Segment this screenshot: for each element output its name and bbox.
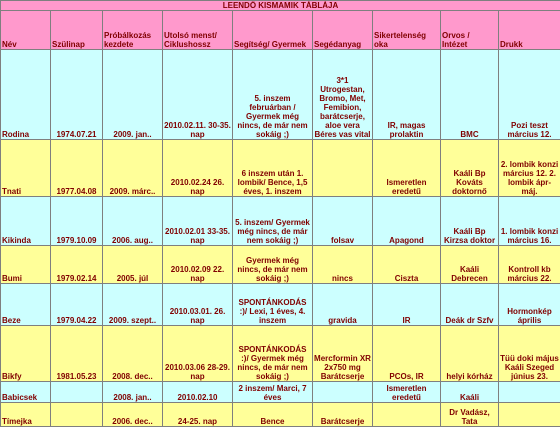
cell-segitseg: 6 inszem után 1. lombik/ Bence, 1,5 éves… bbox=[232, 139, 313, 198]
cell-orvos: Kaáli Bp Kirzsa doktor bbox=[440, 196, 499, 246]
cell-nev: Babicsek bbox=[0, 380, 51, 403]
table-row: Beze 1979.04.22 2009. szept.. 2010.03.01… bbox=[0, 282, 560, 326]
cell-probalkozas: 2009. márc.. bbox=[102, 139, 163, 198]
cell-nev: Rodina bbox=[0, 48, 51, 141]
cell-nev: Bikfy bbox=[0, 324, 51, 382]
col-header-segitseg: Segítség/ Gyermek bbox=[232, 10, 313, 50]
cell-menst: 2010.02.24 26. nap bbox=[162, 139, 233, 198]
cell-nev: Beze bbox=[0, 282, 51, 326]
cell-segedanyag bbox=[312, 380, 373, 403]
cell-drukk: Tüü doki május Kaáli Szeged június 23. bbox=[497, 324, 560, 382]
cell-nev: Kikinda bbox=[0, 196, 51, 246]
cell-orvos: Dr Vadász, Tata bbox=[440, 401, 499, 427]
cell-szulinap: 1974.07.21 bbox=[50, 48, 103, 141]
table-row: Babicsek 2008. jan.. 2010.02.10 2 inszem… bbox=[0, 380, 560, 403]
cell-segitseg: Gyermek még nincs, de már nem sokáig ;) bbox=[232, 244, 313, 284]
col-header-szulinap: Szülinap bbox=[50, 10, 103, 50]
cell-nev: Bumi bbox=[0, 244, 51, 284]
cell-menst: 24-25. nap bbox=[162, 401, 233, 427]
cell-drukk bbox=[497, 380, 560, 403]
cell-orvos: Deák dr Szfv bbox=[440, 282, 499, 326]
table-row: Bikfy 1981.05.23 2008. dec.. 2010.03.06 … bbox=[0, 324, 560, 382]
cell-drukk: 1. lombik konzi március 16. bbox=[497, 196, 560, 246]
cell-segedanyag: folsav bbox=[312, 196, 373, 246]
cell-orvos: Kaáli Debrecen bbox=[440, 244, 499, 284]
cell-menst: 2010.02.10 bbox=[162, 380, 233, 403]
cell-drukk: Pozi teszt március 12. bbox=[497, 48, 560, 141]
cell-szulinap: 1981.05.23 bbox=[50, 324, 103, 382]
cell-szulinap bbox=[50, 380, 103, 403]
cell-probalkozas: 2006. dec.. bbox=[102, 401, 163, 427]
cell-segedanyag: nincs bbox=[312, 244, 373, 284]
cell-ok: PCOs, IR bbox=[372, 324, 441, 382]
cell-segedanyag: 3*1 Utrogestan, Bromo, Met, Femibion, ba… bbox=[312, 48, 373, 141]
cell-probalkozas: 2008. dec.. bbox=[102, 324, 163, 382]
cell-segedanyag: gravida bbox=[312, 282, 373, 326]
cell-szulinap: 1979.02.14 bbox=[50, 244, 103, 284]
cell-menst: 2010.03.01. 26. nap bbox=[162, 282, 233, 326]
cell-szulinap: 1979.04.22 bbox=[50, 282, 103, 326]
cell-ok: Ismeretlen eredetű bbox=[372, 380, 441, 403]
header-row: Név Szülinap Próbálkozás kezdete Utolsó … bbox=[0, 10, 560, 50]
col-header-nev: Név bbox=[0, 10, 51, 50]
cell-drukk: Kontroll kb március 22. bbox=[497, 244, 560, 284]
cell-orvos: Kaáli Bp Kováts doktornő bbox=[440, 139, 499, 198]
table-row: Tnati 1977.04.08 2009. márc.. 2010.02.24… bbox=[0, 139, 560, 198]
cell-probalkozas: 2005. júl bbox=[102, 244, 163, 284]
col-header-orvos: Orvos / Intézet bbox=[440, 10, 499, 50]
cell-nev: Tímejka bbox=[0, 401, 51, 427]
cell-ok: Apagond bbox=[372, 196, 441, 246]
cell-drukk: 2. lombik konzi március 12. 2. lombik áp… bbox=[497, 139, 560, 198]
table-row: Tímejka 2006. dec.. 24-25. nap Bence Bar… bbox=[0, 401, 560, 427]
cell-menst: 2010.02.11. 30-35. nap bbox=[162, 48, 233, 141]
cell-segedanyag bbox=[312, 139, 373, 198]
cell-ok bbox=[372, 401, 441, 427]
cell-menst: 2010.02.01 33-35. nap bbox=[162, 196, 233, 246]
cell-orvos: BMC bbox=[440, 48, 499, 141]
cell-szulinap bbox=[50, 401, 103, 427]
table-title: LEENDŐ KISMAMIK TÁBLÁJA bbox=[0, 0, 560, 11]
cell-menst: 2010.03.06 28-29. nap bbox=[162, 324, 233, 382]
table-row: Bumi 1979.02.14 2005. júl 2010.02.09 22.… bbox=[0, 244, 560, 284]
cell-ok: Ciszta bbox=[372, 244, 441, 284]
cell-orvos: Kaáli bbox=[440, 380, 499, 403]
cell-probalkozas: 2008. jan.. bbox=[102, 380, 163, 403]
cell-segitseg: 5. inszem februárban / Gyermek még nincs… bbox=[232, 48, 313, 141]
cell-menst: 2010.02.09 22. nap bbox=[162, 244, 233, 284]
cell-szulinap: 1979.10.09 bbox=[50, 196, 103, 246]
cell-segitseg: SPONTÁNKODÁS :)/ Lexi, 1 éves, 4. inszem bbox=[232, 282, 313, 326]
cell-probalkozas: 2009. szept.. bbox=[102, 282, 163, 326]
cell-segitseg: 5. inszem/ Gyermek még nincs, de már nem… bbox=[232, 196, 313, 246]
cell-segedanyag: Mercformin XR 2x750 mg Barátcserje bbox=[312, 324, 373, 382]
col-header-menst: Utolsó menst/ Ciklushossz bbox=[162, 10, 233, 50]
table-row: Kikinda 1979.10.09 2006. aug.. 2010.02.0… bbox=[0, 196, 560, 246]
table-row: Rodina 1974.07.21 2009. jan.. 2010.02.11… bbox=[0, 48, 560, 141]
cell-segitseg: SPONTÁNKODÁS :)/ Gyermek még nincs, de m… bbox=[232, 324, 313, 382]
cell-szulinap: 1977.04.08 bbox=[50, 139, 103, 198]
cell-ok: IR, magas prolaktin bbox=[372, 48, 441, 141]
col-header-segedanyag: Segédanyag bbox=[312, 10, 373, 50]
cell-drukk bbox=[497, 401, 560, 427]
cell-segedanyag: Barátcserje bbox=[312, 401, 373, 427]
col-header-drukk: Drukk bbox=[497, 10, 560, 50]
cell-ok: IR bbox=[372, 282, 441, 326]
cell-ok: Ismeretlen eredetű bbox=[372, 139, 441, 198]
cell-probalkozas: 2006. aug.. bbox=[102, 196, 163, 246]
cell-segitseg: 2 inszem/ Marci, 7 éves bbox=[232, 380, 313, 403]
cell-orvos: helyi kórház bbox=[440, 324, 499, 382]
cell-nev: Tnati bbox=[0, 139, 51, 198]
cell-drukk: Hormonkép április bbox=[497, 282, 560, 326]
col-header-ok: Sikertelenség oka bbox=[372, 10, 441, 50]
cell-probalkozas: 2009. jan.. bbox=[102, 48, 163, 141]
cell-segitseg: Bence bbox=[232, 401, 313, 427]
col-header-probalkozas: Próbálkozás kezdete bbox=[102, 10, 163, 50]
